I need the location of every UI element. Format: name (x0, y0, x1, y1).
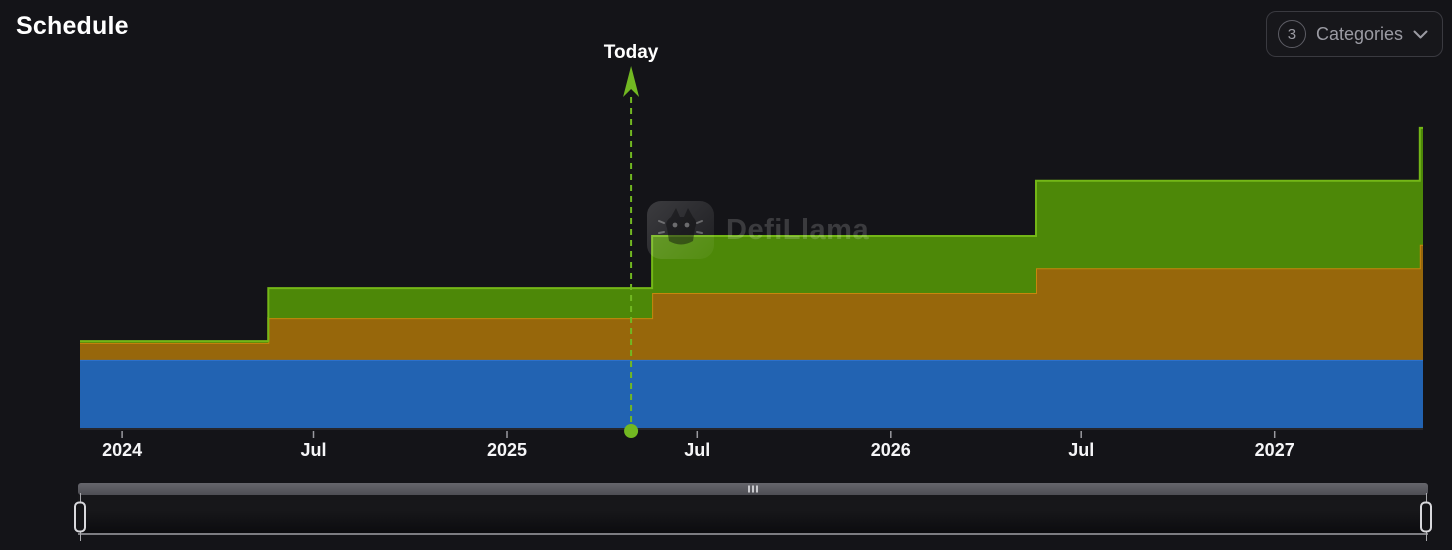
area-category-blue (80, 359, 1423, 428)
slider-pan-bar[interactable] (78, 483, 1428, 495)
slider-grip-icon (748, 485, 758, 493)
categories-label: Categories (1315, 23, 1403, 44)
x-axis-label: 2027 (1255, 440, 1295, 460)
area-category-orange (80, 244, 1423, 360)
categories-count-badge: 3 (1277, 20, 1306, 48)
slider-track[interactable] (78, 495, 1428, 535)
time-range-slider[interactable] (74, 483, 1432, 541)
today-arrow-icon (623, 66, 640, 97)
x-axis-label: 2024 (102, 440, 142, 460)
chevron-down-icon (1413, 30, 1428, 38)
today-label: Today (604, 42, 659, 63)
line-category-green (80, 126, 1423, 343)
x-axis-label: 2025 (487, 440, 527, 460)
page-title: Schedule (16, 12, 129, 40)
x-axis-label: Jul (1068, 440, 1094, 460)
slider-right-handle-grab[interactable] (1420, 501, 1432, 533)
unlock-schedule-chart[interactable]: 2024 Jul 2025 Jul 2026 Jul 2027 Today (0, 0, 1452, 470)
x-axis-label: Jul (300, 440, 326, 460)
x-axis-label: Jul (684, 440, 710, 460)
x-axis-label: 2026 (871, 440, 911, 460)
categories-dropdown[interactable]: 3 Categories (1265, 11, 1443, 57)
slider-left-handle-grab[interactable] (74, 501, 86, 533)
today-dot (624, 424, 639, 438)
